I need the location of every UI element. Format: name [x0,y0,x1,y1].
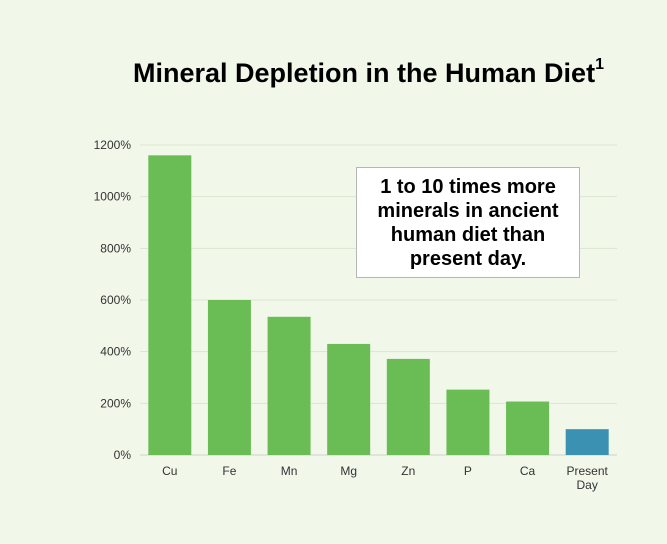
x-axis-labels: Cu Fe Mn Mg Zn P Ca Present Day [162,464,608,492]
bar-p [446,389,490,455]
x-tick-label: Fe [222,464,236,478]
y-tick-label: 600% [100,293,131,307]
x-tick-label: Mn [281,464,298,478]
x-tick-label: Zn [401,464,415,478]
x-tick-label: Cu [162,464,177,478]
x-tick-label: Present Day [567,464,609,492]
y-axis-ticks: 0% 200% 400% 600% 800% 1000% 1200% [94,138,132,462]
y-tick-label: 200% [100,396,131,410]
chart-title-text: Mineral Depletion in the Human Diet [133,58,596,88]
x-tick-label: Mg [340,464,357,478]
bar-mg [327,343,371,455]
annotation-box: 1 to 10 times more minerals in ancient h… [356,167,580,278]
bars [148,155,609,456]
annotation-text: 1 to 10 times more minerals in ancient h… [377,175,559,270]
y-tick-label: 1000% [94,190,132,204]
bar-cu [148,155,192,456]
bar-present-day [565,429,609,455]
y-tick-label: 0% [114,448,132,462]
bar-fe [207,300,251,455]
y-tick-label: 1200% [94,138,132,152]
bar-zn [386,358,430,455]
title-footnote-marker: 1 [595,56,604,73]
bar-ca [506,401,550,455]
y-tick-label: 800% [100,241,131,255]
x-tick-label: P [464,464,472,478]
chart-title: Mineral Depletion in the Human Diet1 [0,56,667,89]
x-tick-label: Ca [520,464,536,478]
y-tick-label: 400% [100,345,131,359]
bar-mn [267,316,311,455]
